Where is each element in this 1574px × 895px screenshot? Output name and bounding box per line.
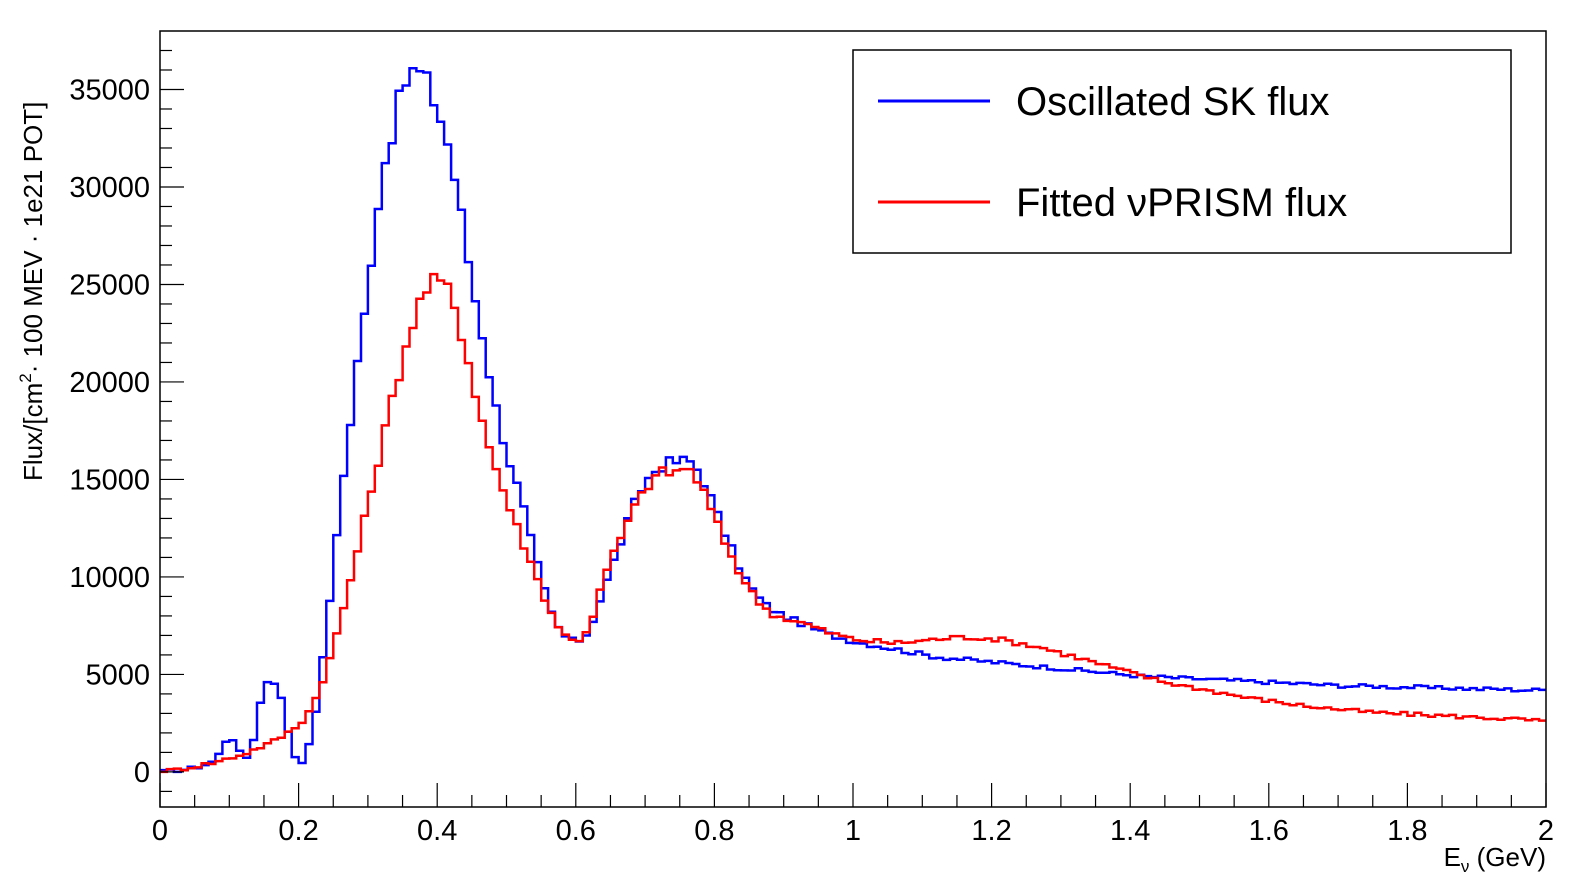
x-tick-label: 0 [152,815,168,847]
x-tick-label: 0.6 [556,815,596,847]
legend-label-fitted: Fitted νPRISM flux [1016,181,1347,225]
legend: Oscillated SK flux Fitted νPRISM flux [852,49,1512,254]
y-tick-label: 25000 [69,269,150,301]
x-tick-label: 0.8 [694,815,734,847]
x-tick-label: 1.2 [971,815,1011,847]
y-tick-label: 10000 [69,562,150,594]
x-axis-title-sub: ν [1461,857,1470,876]
y-tick-label: 0 [134,757,150,789]
legend-box [852,49,1512,254]
x-tick-label: 1.4 [1110,815,1150,847]
x-tick-label: 1 [845,815,861,847]
y-axis-title-post: · 100 MEV · 1e21 POT] [18,102,48,374]
x-tick-label: 0.2 [278,815,318,847]
y-axis-title: Flux/[cm2· 100 MEV · 1e21 POT] [16,102,48,481]
x-tick-label: 1.8 [1387,815,1427,847]
y-tick-label: 15000 [69,464,150,496]
x-tick-label: 1.6 [1249,815,1289,847]
series-line-oscillated-sk-flux [160,67,1546,774]
series-line-fitted-nuprism-flux [160,272,1546,774]
x-axis-title-unit: (GeV) [1469,842,1546,872]
y-axis-title-sup: 2 [16,373,35,382]
x-axis-title-main: E [1444,842,1461,872]
legend-label-oscillated: Oscillated SK flux [1016,80,1329,124]
series-layer [160,67,1546,774]
y-tick-label: 20000 [69,367,150,399]
x-axis-title: Eν (GeV) [1444,842,1546,876]
y-tick-label: 35000 [69,74,150,106]
y-tick-label: 30000 [69,172,150,204]
x-tick-label: 2 [1538,815,1554,847]
x-tick-label: 0.4 [417,815,457,847]
tick-layer: 0 0.2 0.4 0.6 0.8 1 1.2 1.4 1.6 1.8 2 0 5000 10000 150… [69,49,1554,847]
y-tick-label: 5000 [85,659,150,691]
y-axis-title-pre: Flux/[cm [18,383,48,481]
